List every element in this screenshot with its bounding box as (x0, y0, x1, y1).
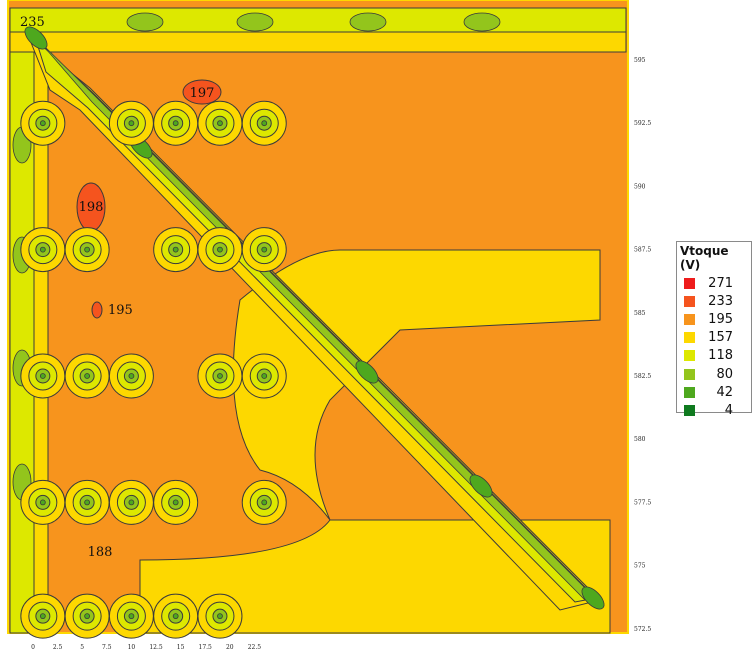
ring-42 (172, 499, 179, 506)
legend-label: 42 (716, 384, 733, 400)
y-axis-ticks: 595 592.5 590 587.5 585 582.5 580 577.5 575 572.5 (634, 57, 651, 633)
legend-swatch (684, 368, 695, 380)
hotspot-195 (91, 301, 103, 319)
legend-label: 80 (716, 366, 733, 382)
annotation-label: 188 (88, 545, 113, 560)
legend-label: 233 (708, 293, 733, 309)
annotation-label: 235 (20, 15, 45, 30)
ring-42 (39, 373, 46, 379)
ring-42 (217, 373, 223, 379)
legend-label: 157 (708, 330, 733, 346)
legend-item: 271 (680, 274, 751, 292)
y-tick-label: 575 (634, 563, 646, 570)
legend-rows: 271 233 195 157 118 80 42 4 (680, 274, 751, 420)
legend-item: 4 (680, 401, 751, 419)
x-tick-label: 22.5 (248, 644, 262, 651)
legend-swatch (684, 386, 695, 398)
contour-top-lens (126, 12, 164, 32)
x-tick-label: 17.5 (199, 644, 213, 651)
contour-top-lens (236, 12, 274, 32)
contour-top-lens (349, 12, 387, 32)
x-tick-label: 12.5 (149, 644, 163, 651)
annotation-label: 197 (190, 86, 215, 101)
y-tick-label: 592.5 (634, 120, 651, 127)
y-tick-label: 585 (634, 310, 646, 317)
ring-42 (39, 499, 46, 506)
ring-42 (217, 120, 223, 127)
ring-42 (172, 120, 179, 127)
y-tick-label: 580 (634, 436, 646, 443)
y-tick-label: 572.5 (634, 626, 651, 633)
legend-item: 195 (680, 310, 751, 328)
contour-diagonal-lens (24, 26, 48, 50)
legend-label: 118 (708, 348, 733, 364)
y-tick-label: 590 (634, 183, 646, 190)
ring-42 (261, 120, 268, 127)
legend-swatch (684, 350, 695, 362)
x-tick-label: 10 (128, 644, 136, 651)
contour-band-left-inner (9, 7, 35, 634)
x-tick-label: 5 (80, 644, 84, 651)
x-tick-label: 20 (226, 644, 234, 651)
x-tick-label: 2.5 (53, 644, 63, 651)
ring-42 (172, 613, 179, 620)
legend-item: 118 (680, 347, 751, 365)
ring-42 (128, 120, 135, 127)
legend-item: 42 (680, 383, 751, 401)
ring-42 (84, 373, 91, 379)
annotation-label: 195 (108, 303, 133, 318)
contour-top-lens (463, 12, 501, 32)
legend-item: 80 (680, 365, 751, 383)
legend-label: 195 (708, 311, 733, 327)
y-tick-label: 587.5 (634, 247, 651, 254)
legend-swatch (684, 404, 695, 416)
legend-label: 271 (708, 275, 733, 291)
x-tick-label: 15 (177, 644, 185, 651)
hotspot-197 (182, 79, 222, 105)
x-tick-label: 7.5 (102, 644, 112, 651)
x-tick-label: 0 (31, 644, 35, 651)
legend-swatch (684, 313, 695, 325)
contour-diagonal-lens (469, 474, 493, 498)
legend-swatch (684, 332, 695, 344)
x-axis-ticks: 0 2.5 5 7.5 10 12.5 15 17.5 20 22.5 (31, 644, 261, 651)
ring-42 (261, 373, 268, 379)
grid-points-layer (20, 100, 287, 639)
ring-42 (128, 613, 135, 620)
ring-42 (217, 613, 223, 620)
y-tick-label: 582.5 (634, 373, 651, 380)
contour-diagonal-lens (581, 586, 605, 610)
ring-42 (84, 613, 91, 620)
annotation-label: 198 (79, 200, 104, 215)
legend: Vtoque (V) 271 233 195 157 118 80 42 4 (676, 241, 752, 418)
ring-42 (39, 613, 46, 620)
ring-42 (172, 246, 179, 253)
contour-diagonal-lens (355, 360, 379, 384)
ring-42 (39, 246, 46, 253)
ring-42 (261, 499, 268, 506)
y-tick-label: 595 (634, 57, 646, 64)
legend-label: 4 (724, 402, 733, 418)
ring-42 (39, 120, 46, 127)
annotations: 235 197 198 195 188 (20, 15, 214, 560)
ring-42 (128, 499, 135, 506)
ring-42 (217, 246, 223, 253)
legend-item: 157 (680, 329, 751, 347)
legend-title: Vtoque (V) (680, 244, 729, 272)
legend-swatch (684, 277, 695, 289)
ring-42 (84, 246, 91, 253)
legend-swatch (684, 295, 695, 307)
y-tick-label: 577.5 (634, 499, 651, 506)
contour-band-top-inner (9, 7, 627, 33)
ring-42 (84, 499, 91, 506)
contour-layer (9, 7, 627, 634)
ring-42 (128, 373, 135, 379)
ring-42 (261, 246, 268, 253)
legend-item: 233 (680, 292, 751, 310)
